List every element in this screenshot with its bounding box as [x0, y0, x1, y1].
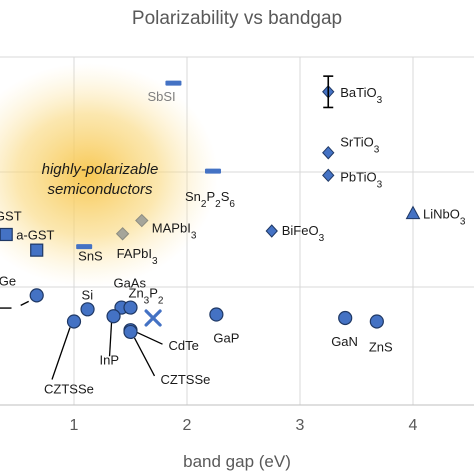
point-label: GaP [213, 331, 239, 346]
point-label: a-GST [16, 227, 54, 242]
x-axis-label: band gap (eV) [183, 452, 291, 471]
leader-line [108, 322, 113, 357]
chart-title: Polarizability vs bandgap [132, 8, 342, 29]
point-label: CdTe [169, 338, 199, 353]
point-label: Si [82, 287, 94, 302]
data-point [29, 288, 44, 303]
point-label: SnS [78, 249, 103, 264]
data-points [0, 75, 421, 340]
point-label: ZnS [369, 339, 393, 354]
point-label: LiNbO3 [423, 207, 466, 228]
data-point [204, 168, 221, 174]
leader-line [51, 327, 71, 380]
point-label: Zn3P2 [129, 286, 164, 307]
point-label: SrTiO3 [340, 135, 379, 156]
data-point [405, 205, 421, 220]
point-labels: BaTiO3 SbSI SrTiO3 PbTiO3 Sn2P2S6 LiNbO3 BiFeO… [0, 85, 466, 397]
x-tick-label: 2 [183, 417, 192, 434]
x-ticks: 1 2 3 4 [70, 417, 418, 434]
data-point [106, 309, 121, 324]
point-label: FAPbI3 [117, 246, 158, 267]
point-label: CZTSSe [44, 381, 94, 396]
point-label: Sn2P2S6 [185, 189, 235, 210]
point-label: MAPbI3 [152, 221, 197, 242]
x-tick-label: 1 [70, 417, 79, 434]
data-point [76, 244, 93, 250]
x-tick-label: 4 [409, 417, 418, 434]
data-point [322, 168, 335, 183]
leader-lines [0, 300, 163, 380]
point-label: SbSI [147, 89, 175, 104]
data-point [0, 227, 13, 242]
point-label: Ge [0, 273, 16, 288]
point-label: BaTiO3 [340, 85, 382, 106]
point-label: GaN [331, 334, 358, 349]
leader-line [133, 337, 156, 377]
leader-line [136, 331, 163, 345]
data-point [144, 309, 162, 327]
data-point [135, 213, 149, 228]
data-point [265, 224, 278, 238]
point-label: InP [100, 352, 120, 367]
data-point [123, 300, 138, 315]
data-point [209, 307, 224, 322]
data-point [115, 227, 130, 241]
point-label: GST [0, 209, 22, 224]
data-point [123, 324, 138, 340]
data-point [338, 310, 353, 326]
data-point [80, 302, 95, 317]
x-tick-label: 3 [296, 417, 305, 434]
data-point [165, 80, 182, 86]
annotation-line-2: semiconductors [47, 181, 153, 198]
data-point [66, 314, 82, 329]
data-point [369, 314, 384, 329]
highlight-glow [0, 63, 218, 287]
point-label: CZTSSe [161, 372, 211, 387]
point-label: GaAs [113, 276, 146, 291]
point-label: BiFeO3 [282, 223, 325, 244]
point-label: PbTiO3 [340, 169, 382, 190]
data-point [322, 145, 335, 160]
annotation-line-1: highly-polarizable [42, 161, 159, 178]
data-point [30, 243, 44, 257]
leader-line [20, 300, 30, 306]
